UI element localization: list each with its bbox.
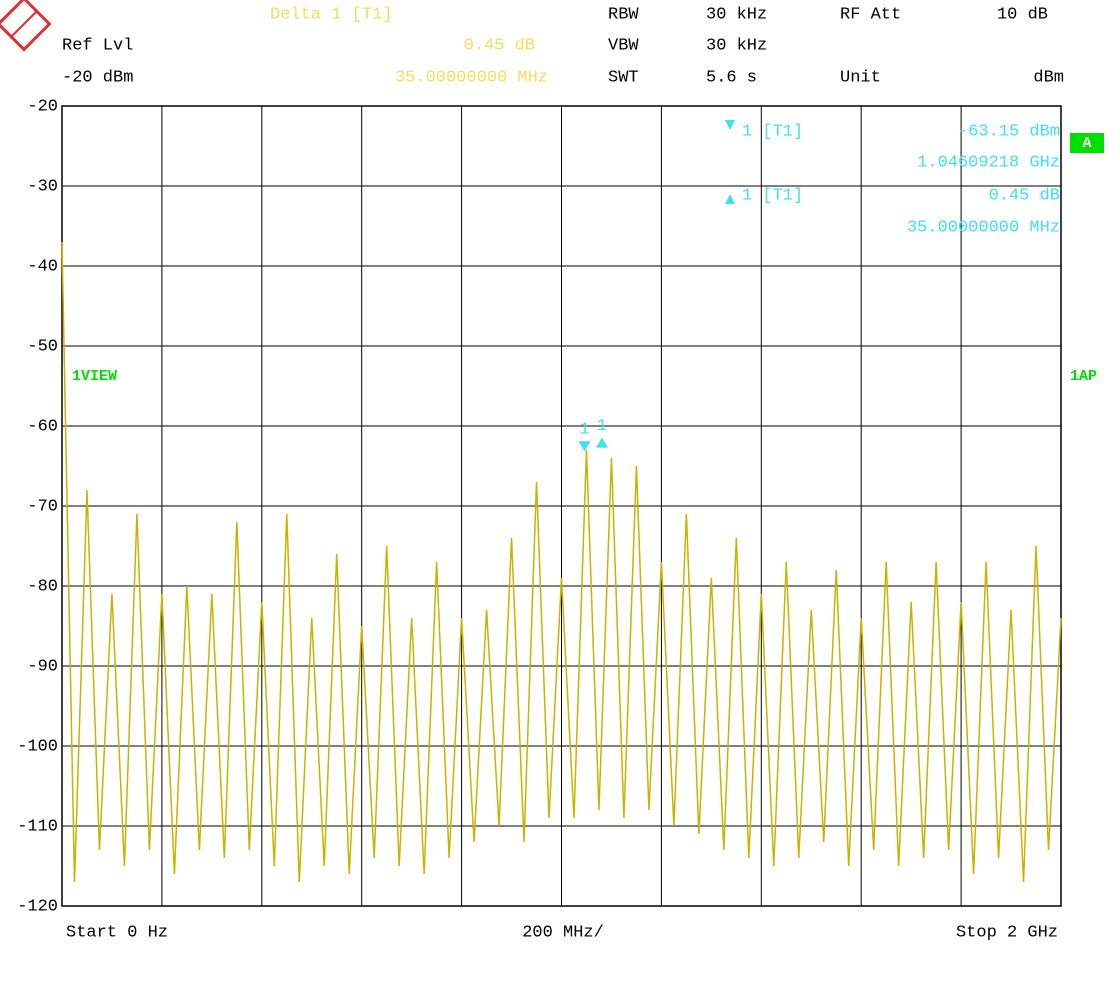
marker-name: 1 [T1] xyxy=(742,122,803,141)
vbw-label: VBW xyxy=(608,36,639,55)
marker-freq: 1.04609218 GHz xyxy=(917,153,1060,172)
y-tick-label: -110 xyxy=(17,817,58,836)
delta-freq: 35.00000000 MHz xyxy=(395,68,548,87)
delta-level: 0.45 dB xyxy=(989,186,1060,205)
delta-icon xyxy=(725,194,735,204)
view-label: 1VIEW xyxy=(72,368,117,385)
start-label: Start 0 Hz xyxy=(66,923,168,942)
logo xyxy=(0,0,52,52)
vbw-value: 30 kHz xyxy=(706,36,767,55)
trace xyxy=(61,241,1062,883)
ref-label: Ref Lvl xyxy=(62,36,133,55)
marker-level: -63.15 dBm xyxy=(958,122,1060,141)
unit-label: Unit xyxy=(840,68,881,87)
y-tick-label: -50 xyxy=(27,337,58,356)
rbw-label: RBW xyxy=(608,5,639,24)
y-tick-label: -80 xyxy=(27,577,58,596)
span-label: 200 MHz/ xyxy=(522,923,604,942)
delta-freq: 35.00000000 MHz xyxy=(907,218,1060,237)
y-tick-label: -30 xyxy=(27,177,58,196)
y-tick-label: -100 xyxy=(17,737,58,756)
att-label: RF Att xyxy=(840,5,901,24)
delta-title: Delta 1 [T1] xyxy=(270,5,392,24)
att-value: 10 dB xyxy=(997,5,1048,24)
stop-label: Stop 2 GHz xyxy=(956,923,1058,942)
delta-name: 1 [T1] xyxy=(742,186,803,205)
y-tick-label: -90 xyxy=(27,657,58,676)
y-tick-label: -120 xyxy=(17,897,58,916)
swt-label: SWT xyxy=(608,68,639,87)
trace-tag-box xyxy=(1070,133,1104,153)
rbw-value: 30 kHz xyxy=(706,5,767,24)
y-tick-label: -60 xyxy=(27,417,58,436)
y-tick-label: -20 xyxy=(27,97,58,116)
unit-value: dBm xyxy=(1033,68,1064,87)
trace-tag: A xyxy=(1082,135,1091,152)
marker-icon xyxy=(725,120,735,130)
marker xyxy=(596,437,609,448)
y-tick-label: -40 xyxy=(27,257,58,276)
delta-level: 0.45 dB xyxy=(464,36,535,55)
y-tick-label: -70 xyxy=(27,497,58,516)
marker-label: 1 xyxy=(579,421,589,440)
marker xyxy=(578,441,591,452)
marker-label: 1 xyxy=(597,417,607,436)
plot: -20 -30 -40 -50 -60 -70 -80 -90 -100 -110 -120 1 1 xyxy=(17,97,1062,916)
swt-value: 5.6 s xyxy=(706,68,757,87)
detector-label: 1AP xyxy=(1070,368,1097,385)
ref-value: -20 dBm xyxy=(62,68,133,87)
